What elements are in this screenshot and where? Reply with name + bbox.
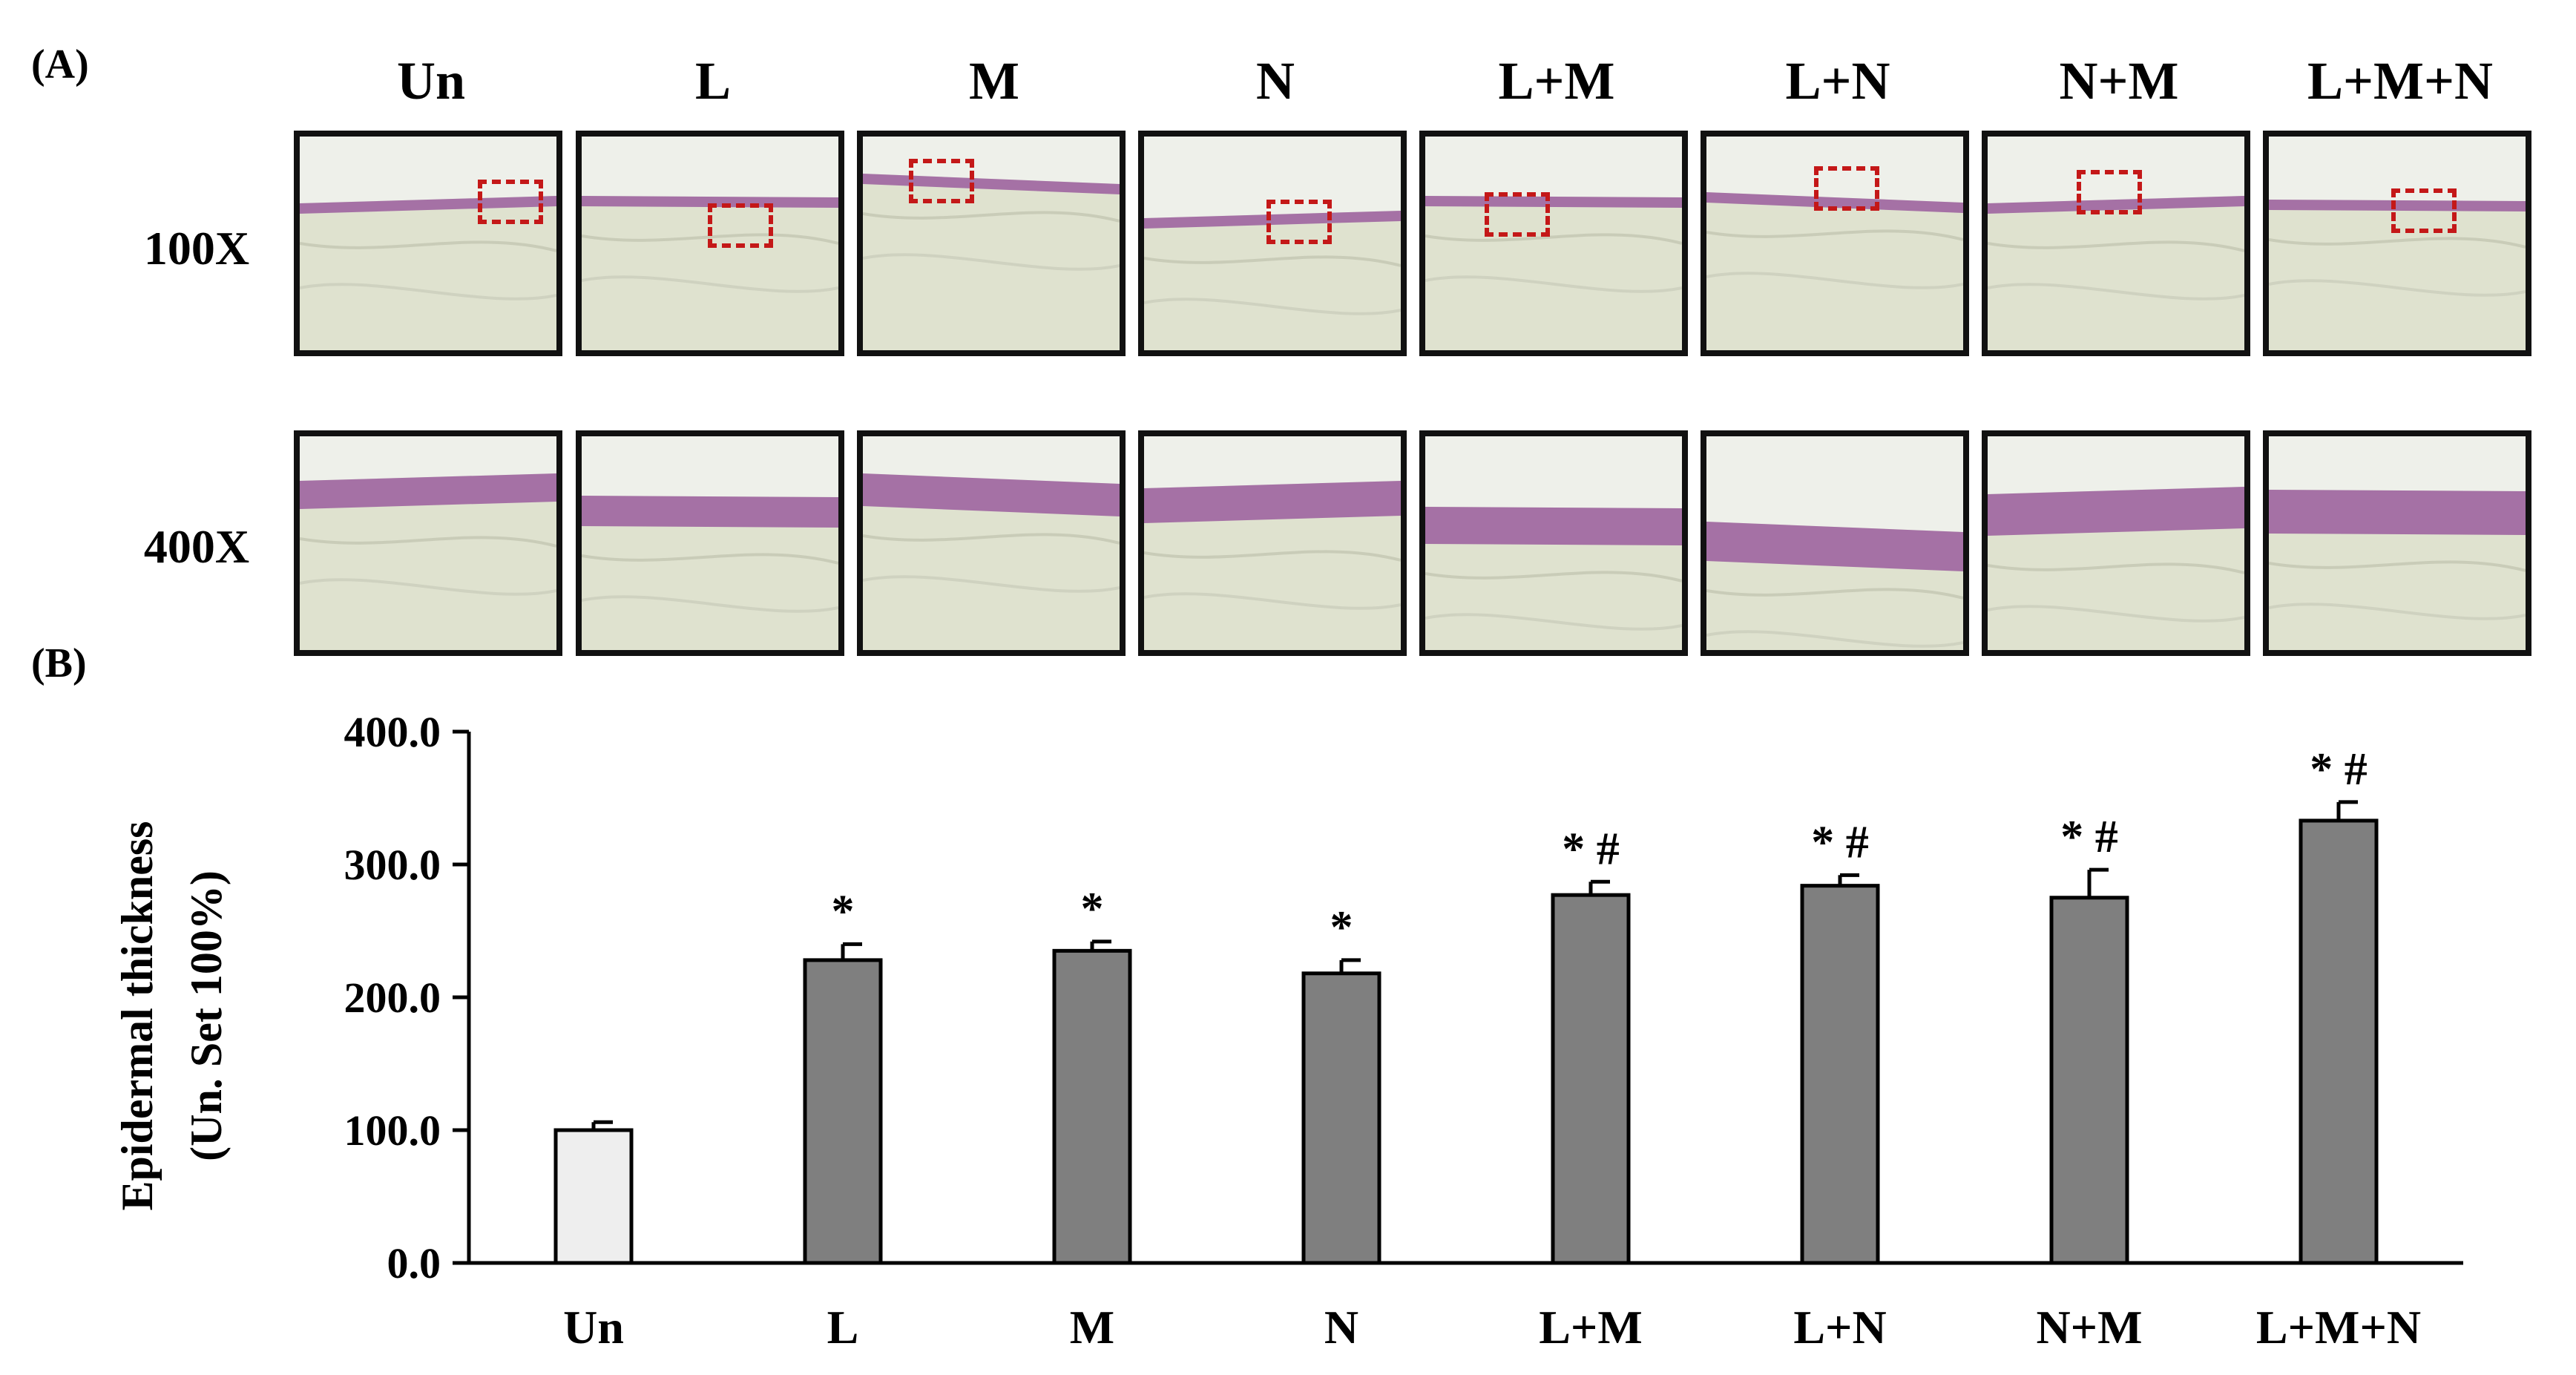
x-category-label-N: N [1324, 1301, 1358, 1353]
column-label-l: L [694, 51, 732, 111]
y-tick-label: 0.0 [387, 1239, 441, 1287]
roi-box-m [909, 159, 974, 203]
significance-label-M: * [1081, 884, 1104, 934]
significance-label-N+M: * # [2060, 812, 2118, 862]
panel-b-label: (B) [31, 640, 87, 686]
significance-label-L+M: * # [1562, 824, 1620, 874]
roi-box-ln [1814, 166, 1879, 211]
x-category-label-L+M: L+M [1539, 1301, 1643, 1353]
x-category-label-L+M+N: L+M+N [2256, 1301, 2421, 1353]
column-label-lmn: L+M+N [2307, 51, 2494, 111]
bar-L+N [1800, 884, 1880, 1265]
histology-image-400x-un [294, 430, 562, 656]
chart-axes: 0.0 100.0 200.0 300.0 400.0 [344, 708, 2463, 1287]
x-category-label-M: M [1070, 1301, 1114, 1353]
column-label-m: M [969, 51, 1019, 111]
y-tick-label: 200.0 [344, 974, 441, 1022]
bar-M [1052, 948, 1132, 1265]
histology-image-400x-l [576, 430, 844, 656]
histology-image-400x-lmn [2263, 430, 2531, 656]
roi-box-l [708, 203, 773, 248]
y-axis-title-line1: Epidermal thickness [113, 821, 162, 1210]
column-label-lm: L+M [1498, 51, 1615, 111]
roi-box-nm [2077, 170, 2142, 214]
row-label-400x: 400X [143, 520, 250, 573]
x-category-label-L+N: L+N [1793, 1301, 1886, 1353]
significance-label-N: * [1330, 902, 1353, 953]
y-tick-label: 400.0 [344, 708, 441, 756]
significance-label-L+M+N: * # [2310, 744, 2368, 795]
column-label-nm: N+M [2059, 51, 2179, 111]
column-label-ln: L+N [1785, 51, 1890, 111]
histology-image-100x-l [576, 131, 844, 356]
histology-image-400x-n [1138, 430, 1407, 656]
histology-image-100x-nm [1982, 131, 2250, 356]
y-axis-title-line2: (Un. Set 100%) [182, 870, 231, 1161]
significance-label-L: * [832, 886, 855, 936]
epidermal-thickness-bar-chart: 0.0 100.0 200.0 300.0 400.0 Un * L * M * N * # L+M * … [113, 708, 2463, 1353]
histology-image-400x-m [857, 430, 1126, 656]
x-category-label-Un: Un [563, 1301, 624, 1353]
bar-N+M [2049, 896, 2129, 1265]
histology-image-400x-lm [1419, 430, 1688, 656]
x-category-label-N+M: N+M [2036, 1301, 2142, 1353]
histology-image-100x-n [1138, 131, 1407, 356]
roi-box-n [1266, 200, 1332, 244]
x-category-label-L: L [827, 1301, 859, 1353]
histology-image-100x-lm [1419, 131, 1688, 356]
column-label-un: Un [396, 51, 466, 111]
roi-box-lm [1485, 192, 1550, 237]
histology-image-400x-ln [1701, 430, 1969, 656]
bar-Un [553, 1128, 634, 1265]
bar-N [1301, 971, 1381, 1265]
y-tick-label: 300.0 [344, 841, 441, 889]
significance-label-L+N: * # [1811, 817, 1869, 867]
bar-L+M+N [2299, 818, 2379, 1265]
bar-L [803, 958, 883, 1265]
histology-image-100x-lmn [2263, 131, 2531, 356]
chart-bars: Un * L * M * N * # L+M * # L+N * # N+M * # L+M+N [553, 744, 2421, 1353]
histology-image-400x-nm [1982, 430, 2250, 656]
histology-image-100x-ln [1701, 131, 1969, 356]
y-tick-label: 100.0 [344, 1106, 441, 1155]
panel-a-label: (A) [31, 42, 89, 88]
bar-L+M [1551, 893, 1631, 1265]
column-label-n: N [1256, 51, 1295, 111]
histology-image-100x-m [857, 131, 1126, 356]
histology-image-100x-un [294, 131, 562, 356]
roi-box-un [478, 180, 543, 224]
roi-box-lmn [2391, 188, 2457, 233]
row-label-100x: 100X [143, 222, 250, 275]
